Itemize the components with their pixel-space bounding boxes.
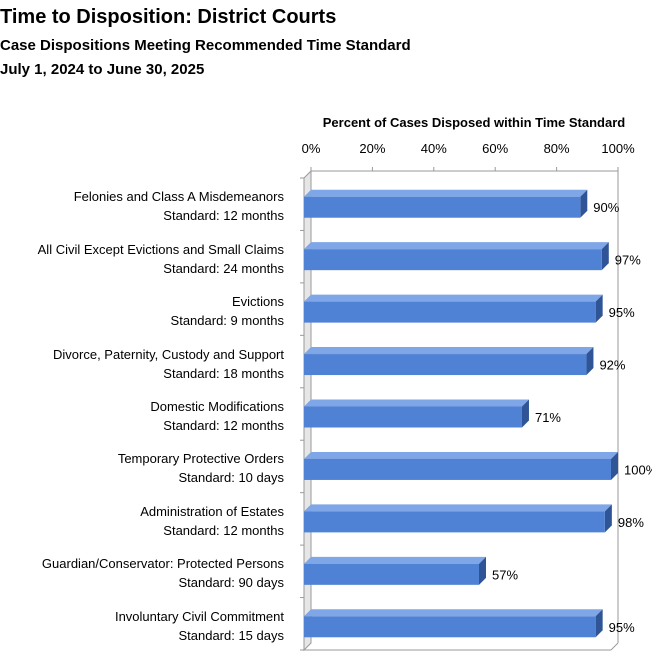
- category-name: Divorce, Paternity, Custody and Support: [53, 346, 284, 362]
- category-standard: Standard: 10 days: [178, 470, 284, 486]
- category-standard: Standard: 9 months: [170, 313, 284, 329]
- bar: [304, 511, 605, 533]
- bar: [304, 301, 596, 323]
- category-name: Temporary Protective Orders: [117, 451, 284, 467]
- category-label: All Civil Except Evictions and Small Cla…: [0, 240, 284, 278]
- bar-top-face: [304, 451, 618, 459]
- bar-value-label: 95%: [609, 620, 635, 635]
- bar-end-face: [478, 556, 486, 585]
- bar-top-face: [304, 294, 603, 302]
- category-name: Evictions: [231, 294, 284, 310]
- category-standard: Standard: 24 months: [163, 260, 284, 276]
- chart-period: July 1, 2024 to June 30, 2025: [0, 61, 205, 78]
- x-tick-label: 60%: [482, 141, 508, 156]
- bar-end-face: [595, 294, 603, 323]
- bar: [304, 616, 596, 638]
- x-tick-label: 20%: [359, 141, 385, 156]
- bar-top-face: [304, 609, 603, 617]
- bar-value-label: 100%: [624, 462, 652, 477]
- category-standard: Standard: 18 months: [163, 365, 284, 381]
- category-label: Felonies and Class A Misdemeanors Standar…: [0, 187, 284, 225]
- bar-end-face: [580, 189, 588, 218]
- bar: [304, 458, 611, 480]
- bar-end-face: [521, 399, 529, 428]
- bar-value-label: 71%: [535, 410, 561, 425]
- category-label: Domestic Modifications Standard: 12 month…: [0, 397, 284, 435]
- bar-top-face: [304, 399, 529, 407]
- category-name: Administration of Estates: [140, 503, 284, 519]
- chart-subtitle: Case Dispositions Meeting Recommended Ti…: [0, 37, 411, 54]
- x-tick-label: 100%: [601, 141, 635, 156]
- bar-end-face: [586, 347, 594, 376]
- category-standard: Standard: 90 days: [178, 575, 284, 591]
- bar-top-face: [304, 504, 612, 512]
- bar-value-label: 95%: [609, 305, 635, 320]
- category-name: Felonies and Class A Misdemeanors: [73, 189, 284, 205]
- bar-top-face: [304, 189, 588, 197]
- bar: [304, 354, 587, 376]
- category-name: Guardian/Conservator: Protected Persons: [41, 556, 284, 572]
- category-label: Administration of Estates Standard: 12 mo…: [0, 502, 284, 540]
- bar: [304, 563, 479, 585]
- category-label: Evictions Standard: 9 months: [0, 292, 284, 330]
- category-label: Divorce, Paternity, Custody and Support S…: [0, 345, 284, 383]
- bar-value-label: 98%: [618, 515, 644, 530]
- category-standard: Standard: 12 months: [163, 208, 284, 224]
- category-name: Domestic Modifications: [150, 399, 284, 414]
- category-standard: Standard: 12 months: [163, 522, 284, 538]
- bar-value-label: 57%: [492, 567, 518, 582]
- bar-end-face: [604, 504, 612, 533]
- x-axis-title: Percent of Cases Disposed within Time St…: [322, 115, 626, 130]
- category-standard: Standard: 15 days: [178, 627, 284, 643]
- bar: [304, 406, 522, 428]
- bar-top-face: [304, 347, 594, 355]
- bar-end-face: [595, 609, 603, 638]
- bar-top-face: [304, 242, 609, 250]
- category-label: Guardian/Conservator: Protected Persons S…: [0, 554, 284, 592]
- category-standard: Standard: 12 months: [163, 418, 284, 433]
- category-name: Involuntary Civil Commitment: [114, 608, 284, 624]
- bar-value-label: 92%: [599, 358, 625, 373]
- floor-right-edge: [610, 642, 619, 651]
- bar-end-face: [601, 242, 609, 271]
- category-label: Involuntary Civil Commitment Standard: 15…: [0, 607, 284, 645]
- bar-value-label: 97%: [615, 253, 641, 268]
- x-tick-label: 80%: [544, 141, 570, 156]
- category-label: Temporary Protective Orders Standard: 10 …: [0, 449, 284, 487]
- bar-value-label: 90%: [593, 200, 619, 215]
- bar-top-face: [304, 556, 486, 564]
- x-tick-label: 0%: [302, 141, 321, 156]
- bar: [304, 249, 602, 271]
- chart-title: Time to Disposition: District Courts: [0, 6, 337, 28]
- bar: [304, 196, 581, 218]
- bar-end-face: [611, 451, 618, 480]
- x-tick-label: 40%: [421, 141, 447, 156]
- category-name: All Civil Except Evictions and Small Cla…: [37, 241, 284, 257]
